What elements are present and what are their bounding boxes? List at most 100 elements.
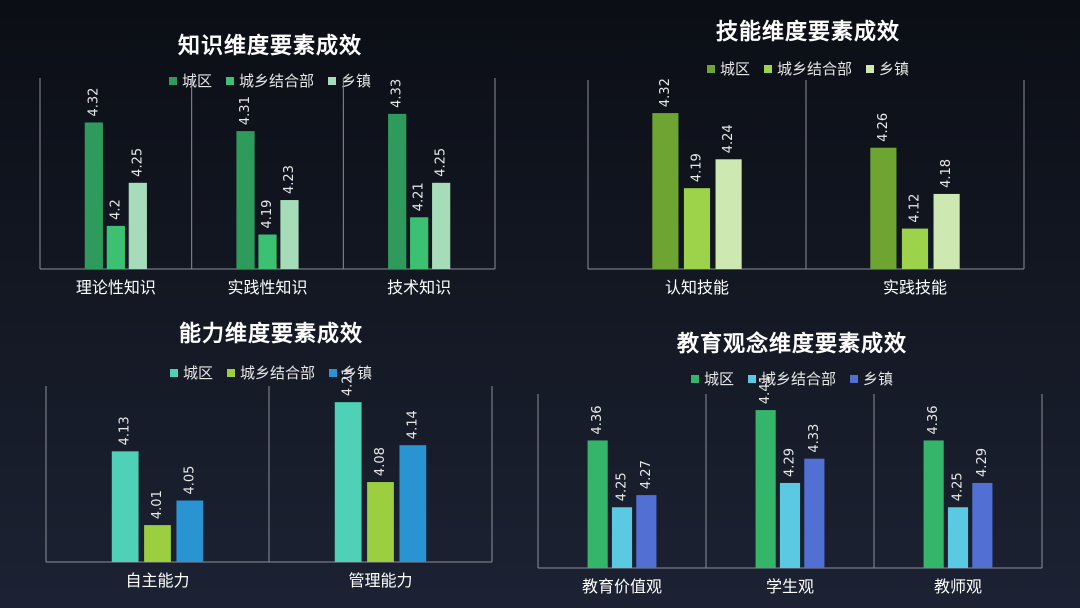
legend-item-township: 乡镇 (866, 58, 909, 79)
data-label: 4.25 (130, 148, 145, 177)
data-label: 4.31 (238, 96, 253, 125)
legend-swatch (706, 64, 715, 73)
bar (804, 458, 825, 568)
plot-area: 4.32 4.19 4.24 认知技能 4.26 4.12 4.18 实践技能 (587, 78, 1025, 297)
data-label: 4.21 (341, 367, 356, 396)
legend-item-township: 乡镇 (850, 368, 893, 389)
plot-area: 4.32 4.2 4.25 理论性知识 4.31 4.19 4.23 实践性知识 4.33 4.2… (39, 78, 496, 297)
data-label: 4.36 (926, 405, 941, 434)
data-label: 4.32 (658, 78, 673, 107)
data-label: 4.24 (721, 124, 736, 153)
bar (947, 507, 969, 568)
bar (652, 113, 679, 269)
category-label: 教育价值观 (582, 577, 662, 596)
chart-title: 知识维度要素成效 (177, 34, 362, 59)
chart-legend: 城区 城乡结合部 乡镇 (588, 58, 1028, 79)
data-label: 4.41 (758, 375, 773, 404)
data-label: 4.14 (405, 410, 420, 439)
bar (755, 410, 776, 568)
legend-swatch (850, 374, 858, 383)
legend-item-periurban: 城乡结合部 (226, 362, 315, 383)
bar (611, 507, 633, 568)
data-label: 4.23 (282, 165, 297, 194)
bar (280, 200, 299, 269)
data-label: 4.19 (260, 200, 275, 229)
legend-item-urban: 城区 (169, 362, 213, 383)
chart-legend: 城区 城乡结合部 乡镇 (538, 368, 1046, 389)
category-label: 实践技能 (883, 278, 947, 297)
data-label: 4.33 (807, 424, 822, 453)
legend-item-urban: 城区 (168, 70, 212, 91)
bar (399, 445, 427, 562)
legend-swatch (328, 76, 336, 85)
bar (901, 228, 929, 269)
data-label: 4.13 (118, 416, 133, 445)
bar (636, 495, 657, 568)
bar (176, 500, 204, 562)
bar (410, 217, 429, 269)
legend-label: 城乡结合部 (239, 364, 315, 382)
bar (715, 159, 742, 269)
legend-swatch (866, 64, 874, 73)
legend-swatch (168, 76, 177, 85)
legend-swatch (329, 368, 337, 377)
bar (388, 113, 407, 269)
legend-label: 城乡结合部 (776, 60, 852, 78)
chart-title: 教育观念维度要素成效 (676, 332, 907, 357)
legend-item-township: 乡镇 (328, 70, 371, 91)
bar (367, 482, 394, 562)
legend-item-urban: 城区 (706, 58, 750, 79)
bar (111, 451, 139, 562)
chart-legend: 城区 城乡结合部 乡镇 (40, 70, 500, 91)
data-label: 4.08 (373, 447, 388, 476)
bar (683, 188, 711, 269)
legend-label: 城区 (182, 364, 213, 382)
bar (587, 440, 608, 568)
legend-label: 乡镇 (863, 370, 894, 388)
bar (972, 482, 993, 568)
legend-swatch (763, 64, 772, 73)
legend-swatch (225, 76, 234, 85)
data-label: 4.12 (908, 194, 923, 223)
legend-label: 城乡结合部 (760, 370, 836, 388)
bar (84, 122, 103, 269)
data-label: 4.19 (690, 153, 705, 182)
data-label: 4.05 (182, 466, 197, 495)
bar (334, 402, 362, 562)
bar (933, 193, 960, 269)
legend-label: 乡镇 (879, 60, 910, 78)
chart-skills: 技能维度要素成效 城区 城乡结合部 乡镇 4.32 4.19 4.24 认知技能 4.2… (587, 14, 1028, 306)
category-label: 理论性知识 (76, 278, 156, 297)
legend-item-periurban: 城乡结合部 (225, 70, 314, 91)
legend-swatch (169, 368, 178, 377)
data-label: 4.26 (876, 113, 891, 142)
legend-label: 城乡结合部 (238, 72, 314, 90)
data-label: 4.27 (639, 460, 654, 489)
legend-item-urban: 城区 (690, 368, 734, 389)
data-label: 4.29 (783, 448, 798, 477)
bar (236, 131, 255, 269)
category-label: 学生观 (766, 577, 814, 596)
bar (779, 482, 801, 568)
legend-label: 乡镇 (342, 364, 373, 382)
bar (432, 182, 451, 269)
category-label: 技术知识 (387, 278, 451, 297)
data-label: 4.29 (975, 448, 990, 477)
chart-legend: 城区 城乡结合部 乡镇 (46, 362, 496, 383)
plot-area: 4.13 4.01 4.05 自主能力 4.21 4.08 4.14 管理能力 (45, 367, 493, 590)
category-label: 管理能力 (348, 571, 412, 590)
data-label: 4.32 (86, 88, 101, 117)
chart-title: 技能维度要素成效 (715, 20, 900, 45)
bar (106, 225, 125, 269)
legend-label: 乡镇 (341, 72, 372, 90)
data-label: 4.01 (150, 490, 165, 519)
chart-knowledge: 知识维度要素成效 城区 城乡结合部 乡镇 4.32 4.2 4.25 理论性知识 4.3… (39, 28, 500, 308)
legend-item-periurban: 城乡结合部 (747, 368, 836, 389)
plot-area: 4.36 4.25 4.27 教育价值观 4.41 4.29 4.33 学生观 4.36 4.25… (537, 375, 1043, 596)
legend-label: 城区 (181, 72, 212, 90)
chart-ability: 能力维度要素成效 城区 城乡结合部 乡镇 4.13 4.01 4.05 自主能力 4.2… (45, 316, 496, 600)
bar (870, 147, 897, 269)
legend-swatch (690, 374, 699, 383)
data-label: 4.21 (412, 182, 427, 211)
category-label: 认知技能 (665, 278, 729, 297)
